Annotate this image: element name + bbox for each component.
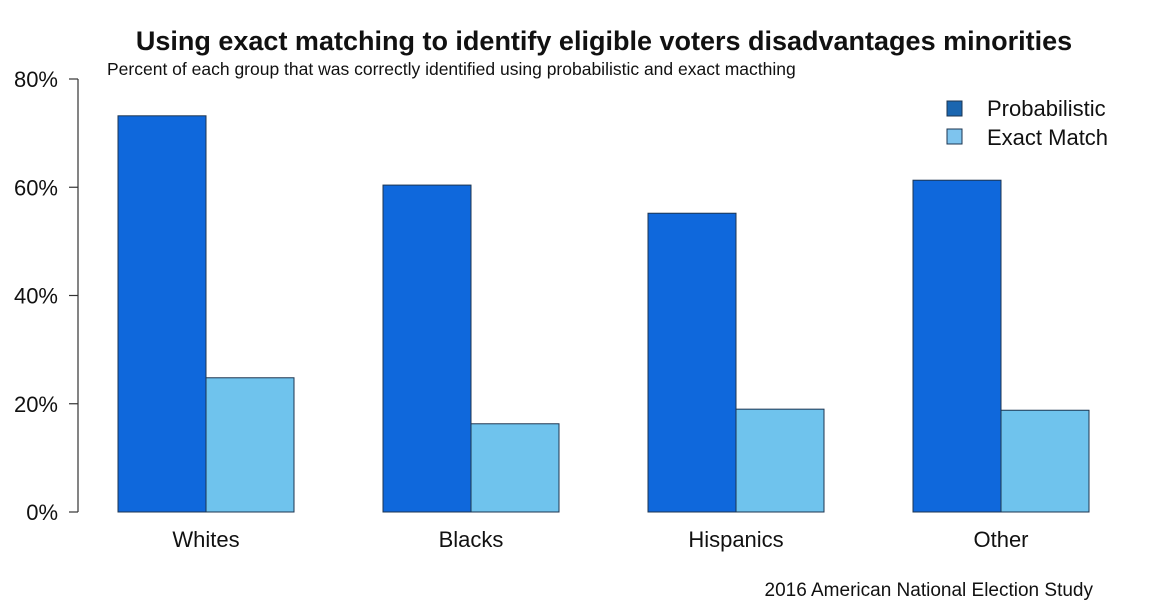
- bar-blacks-exact-match: [470, 423, 560, 513]
- legend-label-exact-match: Exact Match: [987, 125, 1108, 150]
- legend: Probabilistic Exact Match: [946, 96, 1108, 150]
- bar-blacks-probabilistic: [382, 184, 472, 513]
- y-tick-label: 0%: [26, 500, 58, 525]
- legend-label-probabilistic: Probabilistic: [987, 96, 1106, 121]
- y-axis: 0% 20% 40% 60% 80%: [14, 67, 79, 525]
- legend-swatch-exact-match: [946, 128, 963, 145]
- chart-subtitle: Percent of each group that was correctly…: [107, 59, 796, 79]
- bar-hispanics-exact-match: [735, 408, 825, 513]
- x-tick-label-other: Other: [973, 527, 1028, 552]
- bar-whites-probabilistic: [117, 115, 207, 513]
- x-tick-label-hispanics: Hispanics: [688, 527, 783, 552]
- y-tick-label: 20%: [14, 392, 58, 417]
- source-note: 2016 American National Election Study: [765, 580, 1094, 601]
- chart-title: Using exact matching to identify eligibl…: [136, 26, 1072, 56]
- bar-whites-exact-match: [205, 377, 295, 513]
- y-tick-label: 80%: [14, 67, 58, 92]
- bars: [117, 115, 1090, 513]
- y-tick-label: 60%: [14, 175, 58, 200]
- x-tick-label-blacks: Blacks: [439, 527, 504, 552]
- y-tick-label: 40%: [14, 284, 58, 309]
- category-labels: Whites Blacks Hispanics Other: [172, 527, 1028, 552]
- bar-other-probabilistic: [912, 179, 1002, 513]
- bar-hispanics-probabilistic: [647, 212, 737, 513]
- legend-swatch-probabilistic: [946, 100, 963, 117]
- x-tick-label-whites: Whites: [172, 527, 239, 552]
- bar-other-exact-match: [1000, 409, 1090, 513]
